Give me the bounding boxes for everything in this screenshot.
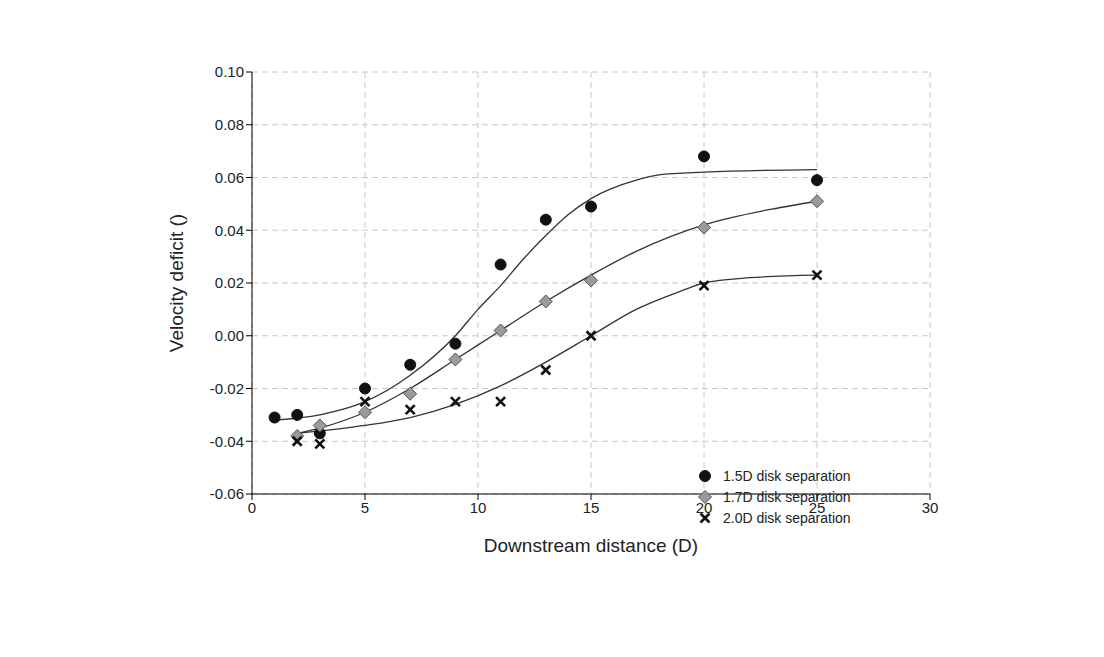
svg-text:Velocity deficit (): Velocity deficit ()	[166, 214, 187, 352]
svg-text:0.02: 0.02	[215, 274, 244, 291]
svg-text:25: 25	[809, 499, 826, 516]
svg-text:5: 5	[361, 499, 369, 516]
svg-text:0: 0	[248, 499, 256, 516]
svg-text:10: 10	[470, 499, 487, 516]
svg-text:30: 30	[922, 499, 939, 516]
svg-text:-0.02: -0.02	[210, 380, 244, 397]
svg-text:0.10: 0.10	[215, 63, 244, 80]
svg-text:0.06: 0.06	[215, 169, 244, 186]
svg-text:15: 15	[583, 499, 600, 516]
svg-text:0.00: 0.00	[215, 327, 244, 344]
svg-text:20: 20	[696, 499, 713, 516]
svg-text:Downstream distance (D): Downstream distance (D)	[484, 535, 698, 556]
svg-text:-0.04: -0.04	[210, 433, 244, 450]
svg-text:0.04: 0.04	[215, 222, 244, 239]
svg-text:0.08: 0.08	[215, 116, 244, 133]
svg-text:-0.06: -0.06	[210, 485, 244, 502]
